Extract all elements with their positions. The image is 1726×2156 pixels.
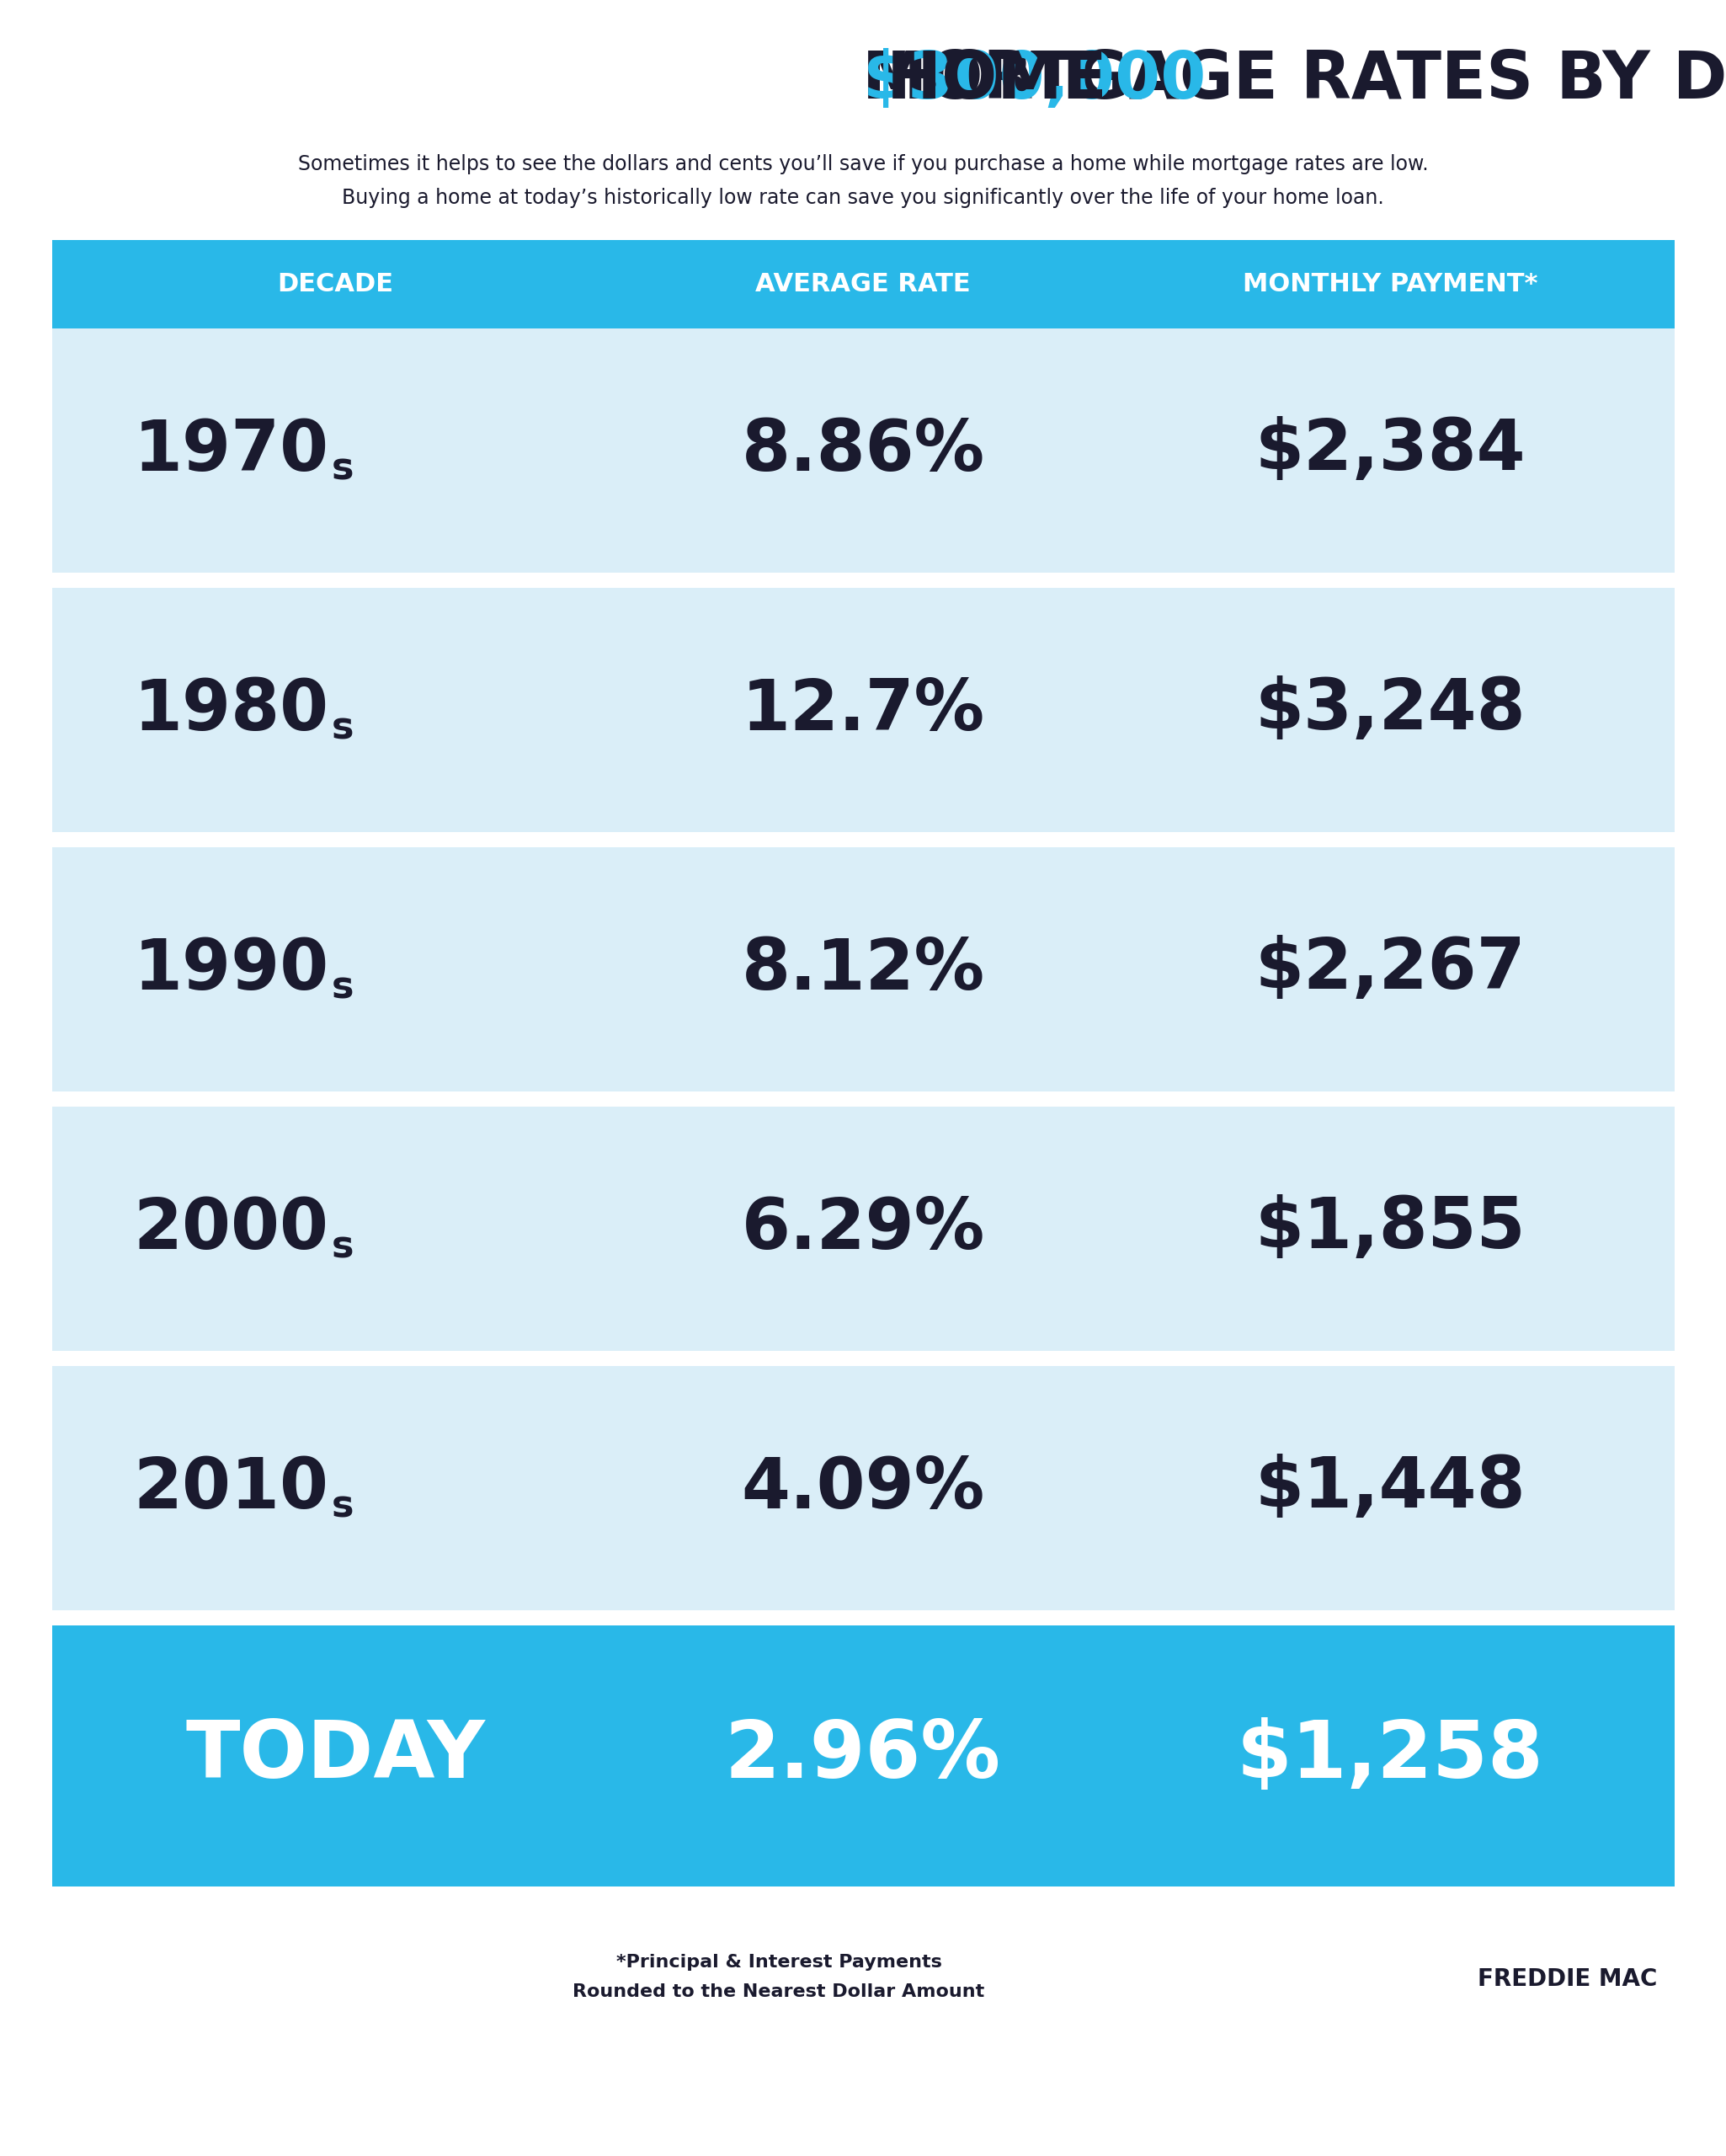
Text: s: s [331, 970, 354, 1007]
Text: MORTGAGE RATES BY DECADE FOR A: MORTGAGE RATES BY DECADE FOR A [861, 47, 1726, 112]
Text: DECADE: DECADE [278, 272, 394, 295]
Bar [52, 1626, 1674, 1886]
Text: s: s [331, 451, 354, 487]
Bar [52, 239, 1674, 328]
Text: $1,855: $1,855 [1255, 1194, 1526, 1263]
Text: 8.12%: 8.12% [740, 936, 986, 1003]
Text: 2.96%: 2.96% [725, 1716, 1001, 1794]
Text: 4.09%: 4.09% [740, 1453, 986, 1522]
Text: s: s [331, 1229, 354, 1266]
Text: Sometimes it helps to see the dollars and cents you’ll save if you purchase a ho: Sometimes it helps to see the dollars an… [299, 153, 1427, 175]
Text: s: s [331, 709, 354, 746]
Text: $1,448: $1,448 [1255, 1453, 1526, 1522]
Text: $2,267: $2,267 [1255, 936, 1526, 1003]
Text: $2,384: $2,384 [1255, 416, 1526, 485]
Text: s: s [331, 1488, 354, 1524]
Bar [52, 589, 1674, 832]
Text: Rounded to the Nearest Dollar Amount: Rounded to the Nearest Dollar Amount [573, 1984, 986, 2001]
Text: 1990: 1990 [133, 936, 330, 1003]
Text: $3,248: $3,248 [1255, 675, 1526, 744]
Text: *Principal & Interest Payments: *Principal & Interest Payments [616, 1953, 942, 1971]
Text: 8.86%: 8.86% [740, 416, 986, 485]
Bar [52, 1367, 1674, 1611]
Text: 2000: 2000 [133, 1194, 330, 1263]
Bar [52, 847, 1674, 1091]
Text: 1980: 1980 [133, 675, 330, 744]
Text: 1970: 1970 [133, 416, 330, 485]
Text: MONTHLY PAYMENT*: MONTHLY PAYMENT* [1243, 272, 1538, 295]
Text: AVERAGE RATE: AVERAGE RATE [756, 272, 970, 295]
Text: 6.29%: 6.29% [740, 1194, 986, 1263]
Text: 12.7%: 12.7% [740, 675, 986, 744]
Bar [52, 1352, 1674, 1367]
Text: TODAY: TODAY [186, 1716, 485, 1794]
Text: $1,258: $1,258 [1238, 1716, 1543, 1794]
Bar [52, 328, 1674, 573]
Bar [52, 573, 1674, 589]
Bar [52, 832, 1674, 847]
Text: HOME: HOME [863, 47, 1106, 112]
Bar [52, 1611, 1674, 1626]
Bar [52, 1106, 1674, 1352]
Bar [52, 1091, 1674, 1106]
Text: Buying a home at today’s historically low rate can save you significantly over t: Buying a home at today’s historically lo… [342, 188, 1384, 207]
Text: FREDDIE MAC: FREDDIE MAC [1477, 1966, 1657, 1990]
Text: 2010: 2010 [133, 1453, 330, 1522]
Text: $300,000: $300,000 [863, 47, 1206, 112]
